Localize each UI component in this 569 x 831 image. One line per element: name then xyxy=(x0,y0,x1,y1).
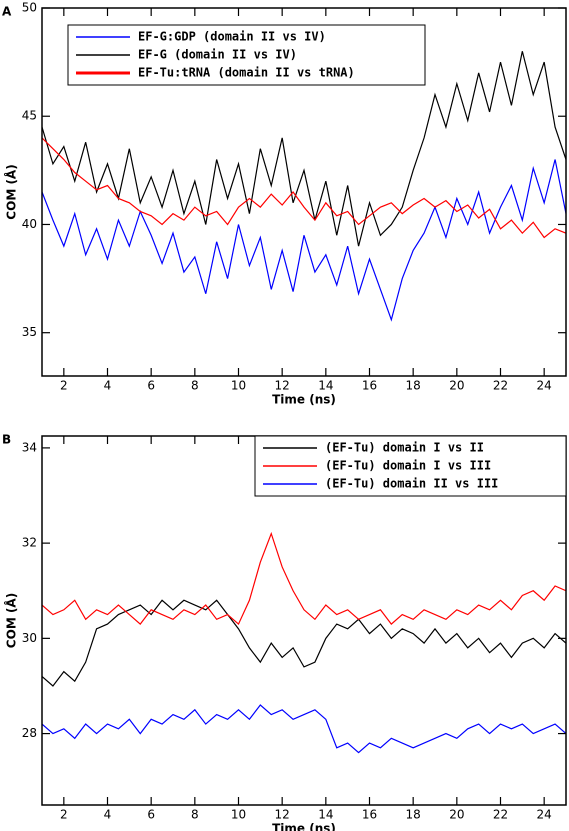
legend-label: EF-Tu:tRNA (domain II vs tRNA) xyxy=(138,66,355,80)
x-tick-label: 6 xyxy=(147,808,155,822)
legend-box xyxy=(67,24,426,86)
y-tick-label: 40 xyxy=(22,217,37,231)
x-tick-label: 22 xyxy=(493,808,508,822)
x-tick-label: 12 xyxy=(275,808,290,822)
legend-label: EF-G:GDP (domain II vs IV) xyxy=(138,30,326,44)
x-tick-label: 14 xyxy=(318,379,333,393)
x-axis-title: Time (ns) xyxy=(272,822,336,831)
y-tick-label: 30 xyxy=(22,631,37,645)
series-line xyxy=(42,137,566,239)
x-tick-label: 18 xyxy=(406,808,421,822)
x-tick-label: 16 xyxy=(362,379,377,393)
panel-label: A xyxy=(2,5,12,19)
y-axis-title: COM (Å) xyxy=(4,164,19,219)
x-tick-label: 14 xyxy=(318,808,333,822)
x-tick-label: 10 xyxy=(231,808,246,822)
plot-frame xyxy=(41,7,567,377)
series-line xyxy=(42,51,566,247)
series-line xyxy=(42,599,566,687)
x-tick-label: 10 xyxy=(231,379,246,393)
x-axis-title: Time (ns) xyxy=(272,393,336,407)
legend-label: (EF-Tu) domain I vs III xyxy=(325,459,491,473)
legend-label: (EF-Tu) domain I vs II xyxy=(325,441,484,455)
y-tick-label: 32 xyxy=(22,536,37,550)
x-tick-label: 24 xyxy=(537,808,552,822)
legend-label: (EF-Tu) domain II vs III xyxy=(325,477,498,491)
x-tick-label: 22 xyxy=(493,379,508,393)
x-tick-label: 24 xyxy=(537,379,552,393)
x-tick-label: 12 xyxy=(275,379,290,393)
x-tick-label: 18 xyxy=(406,379,421,393)
x-tick-label: 6 xyxy=(147,379,155,393)
x-tick-label: 20 xyxy=(449,379,464,393)
x-tick-label: 2 xyxy=(60,379,68,393)
y-tick-label: 28 xyxy=(22,726,37,740)
x-tick-label: 20 xyxy=(449,808,464,822)
x-tick-label: 4 xyxy=(104,379,112,393)
x-tick-label: 8 xyxy=(191,808,199,822)
x-tick-label: 4 xyxy=(104,808,112,822)
y-tick-label: 34 xyxy=(22,440,37,454)
y-axis-title: COM (Å) xyxy=(4,593,19,648)
x-tick-label: 8 xyxy=(191,379,199,393)
y-tick-label: 50 xyxy=(22,1,37,15)
y-tick-label: 45 xyxy=(22,109,37,123)
series-line xyxy=(42,159,566,322)
legend-label: EF-G (domain II vs IV) xyxy=(138,48,297,62)
x-tick-label: 2 xyxy=(60,808,68,822)
x-tick-label: 16 xyxy=(362,808,377,822)
y-tick-label: 35 xyxy=(22,325,37,339)
panel-label: B xyxy=(2,433,11,447)
series-line xyxy=(42,704,566,754)
series-line xyxy=(42,531,566,626)
